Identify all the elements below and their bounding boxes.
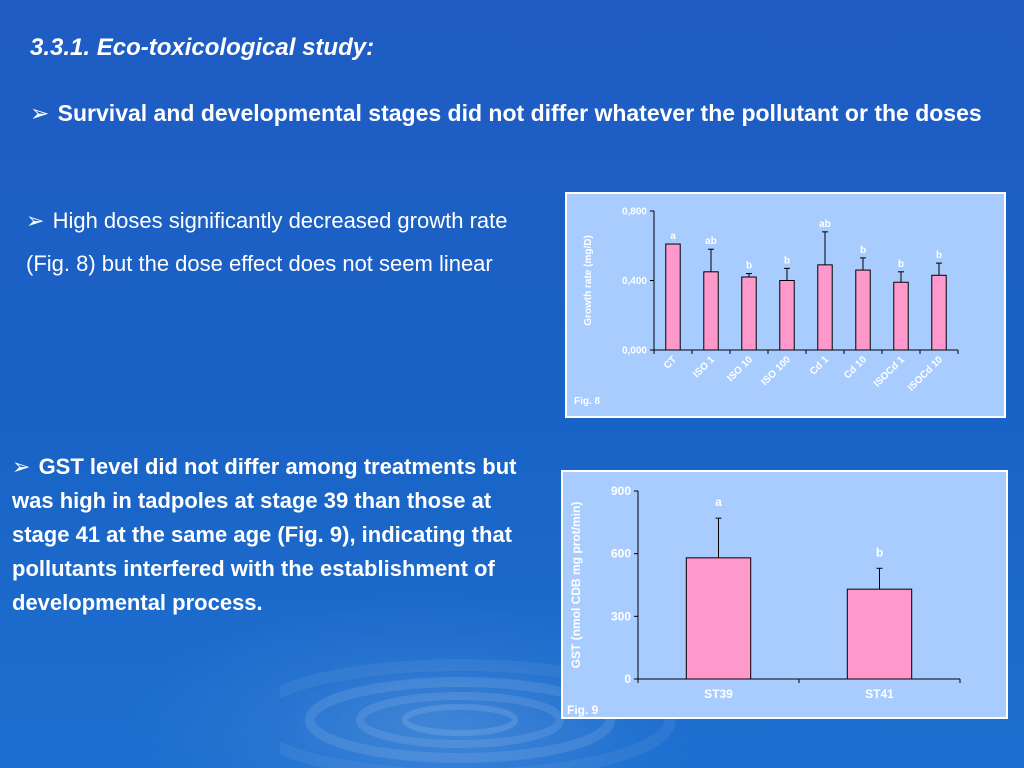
bar <box>846 588 913 680</box>
x-category-label: ISO 100 <box>759 354 793 388</box>
figure-label: Fig. 9 <box>567 703 599 717</box>
y-tick-label: 0 <box>624 672 631 686</box>
bar <box>665 243 681 351</box>
significance-letter: b <box>784 255 790 266</box>
bullet-text: High doses significantly decreased growt… <box>26 208 508 276</box>
y-tick-label: 300 <box>611 609 631 623</box>
bar <box>893 281 909 351</box>
x-category-label: ISO 10 <box>725 354 755 384</box>
bullet-text: Survival and developmental stages did no… <box>57 100 982 126</box>
x-category-label: ISO 1 <box>691 354 717 380</box>
significance-letter: b <box>898 259 904 270</box>
significance-letter: a <box>715 495 722 509</box>
y-tick-label: 0,000 <box>622 345 647 356</box>
bullet-survival: ➢ Survival and developmental stages did … <box>30 92 990 135</box>
y-tick-label: 0,400 <box>622 276 647 287</box>
slide-title: 3.3.1. Eco-toxicological study: <box>30 34 375 61</box>
arrow-bullet-icon: ➢ <box>30 100 50 126</box>
bar <box>685 557 752 680</box>
figure-label: Fig. 8 <box>574 396 601 407</box>
significance-letter: b <box>876 545 883 559</box>
growth-rate-chart: 0,000 0,400 0,800 a CT ab ISO 1 b ISO 10 b ISO 100… <box>565 192 1006 418</box>
y-tick-label: 0,800 <box>622 206 647 217</box>
bullet-gst-level: ➢ GST level did not differ among treatme… <box>12 450 552 620</box>
y-tick-label: 900 <box>611 484 631 498</box>
significance-letter: ab <box>705 236 717 247</box>
gst-chart-svg: 0 300 600 900 a ST39 b ST41 GST (nmol CDB mg pro… <box>567 484 961 717</box>
significance-letter: b <box>936 250 942 261</box>
x-category-label: Cd 1 <box>808 354 831 377</box>
x-category-label: ISOCd 1 <box>872 354 908 390</box>
bar <box>817 264 833 351</box>
y-tick-label: 600 <box>611 547 631 561</box>
gst-chart: 0 300 600 900 a ST39 b ST41 GST (nmol CDB mg pro… <box>561 470 1008 719</box>
x-category-label: ST39 <box>704 687 733 701</box>
y-axis-label: Growth rate (mg/D) <box>583 235 594 326</box>
significance-letter: a <box>670 231 676 242</box>
significance-letter: b <box>746 261 752 272</box>
bar <box>931 274 947 351</box>
x-category-label: CT <box>662 354 679 371</box>
bar <box>741 276 757 351</box>
bar <box>855 269 871 351</box>
x-category-label: ISOCd 10 <box>906 354 946 394</box>
x-category-label: Cd 10 <box>842 354 869 381</box>
y-axis-label: GST (nmol CDB mg prot/min) <box>569 502 583 669</box>
arrow-bullet-icon: ➢ <box>26 208 45 233</box>
bullet-growth-rate: ➢ High doses significantly decreased gro… <box>26 199 556 285</box>
x-category-label: ST41 <box>865 687 894 701</box>
significance-letter: b <box>860 245 866 256</box>
bullet-text: GST level did not differ among treatment… <box>12 454 517 615</box>
bar <box>779 280 795 351</box>
bar <box>703 271 719 351</box>
arrow-bullet-icon: ➢ <box>12 454 31 479</box>
significance-letter: ab <box>819 219 831 230</box>
growth-rate-chart-svg: 0,000 0,400 0,800 a CT ab ISO 1 b ISO 10 b ISO 100… <box>574 206 959 407</box>
